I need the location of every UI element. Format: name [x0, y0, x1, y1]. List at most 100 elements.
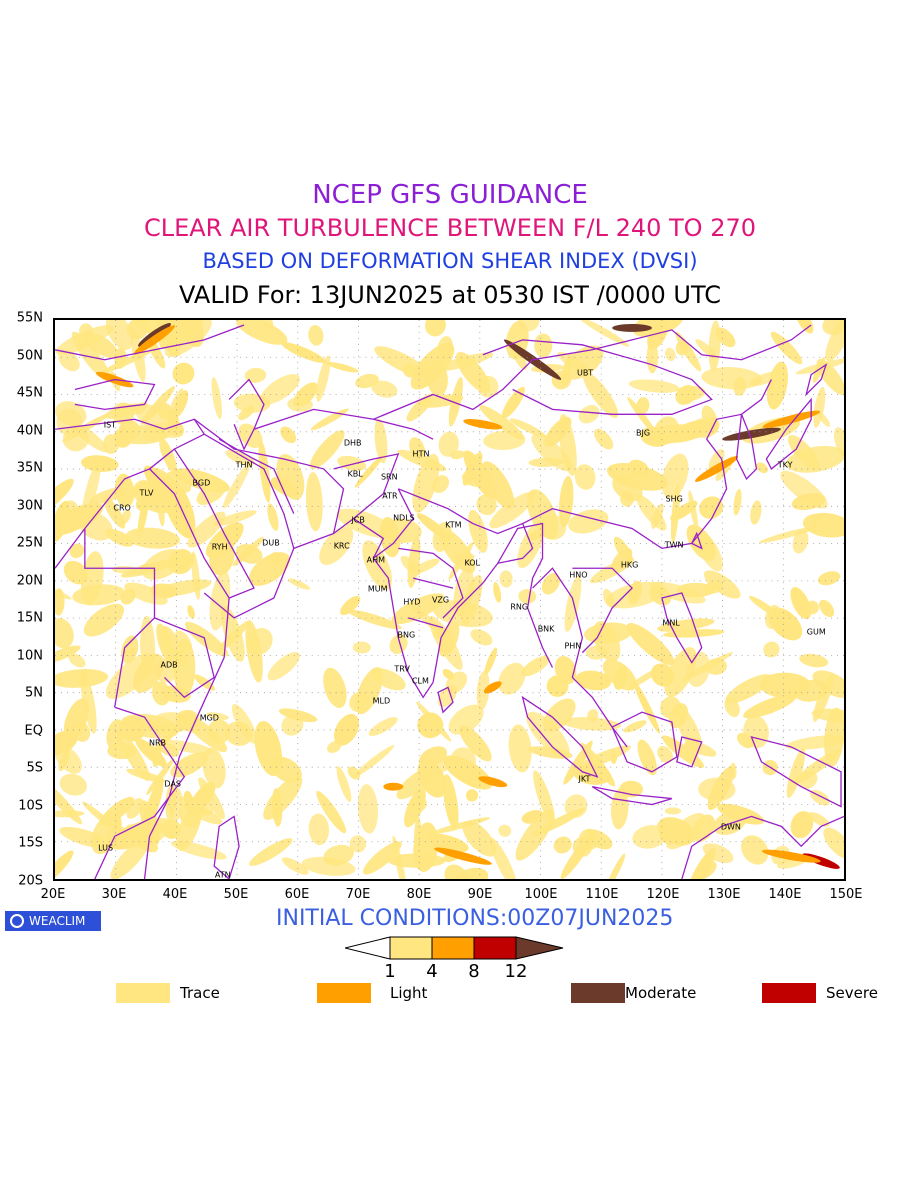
trace-turbulence-patch [213, 510, 257, 526]
trace-turbulence-patch [371, 380, 398, 398]
trace-turbulence-patch [352, 745, 395, 779]
trace-turbulence-patch [453, 567, 474, 616]
coastline-india-west [372, 557, 434, 699]
trace-turbulence-patch [430, 817, 491, 835]
trace-turbulence-patch [169, 421, 184, 438]
trace-turbulence-patch [484, 647, 498, 675]
trace-turbulence-patch [326, 361, 359, 373]
trace-turbulence-patch [352, 641, 371, 654]
trace-turbulence-patch [106, 719, 125, 750]
trace-turbulence-patch [55, 588, 65, 616]
lon-label: 140E [768, 887, 802, 902]
trace-turbulence-patch [526, 711, 570, 758]
trace-turbulence-patch [55, 669, 109, 688]
trace-turbulence-patch [58, 350, 80, 372]
trace-turbulence-patch [686, 524, 716, 562]
jet-turbulence-band [133, 325, 175, 355]
station-label-ist: IST [103, 420, 117, 430]
trace-turbulence-patch [799, 653, 829, 668]
trace-turbulence-patch [355, 373, 379, 389]
legend-label-light: Light [390, 984, 428, 1002]
jet-turbulence-band [695, 456, 739, 482]
station-label-dhb: DHB [343, 438, 362, 448]
trace-turbulence-patch [606, 853, 626, 879]
trace-turbulence-patch [187, 605, 195, 619]
trace-turbulence-patch [664, 807, 682, 815]
colorbar-tick-12: 12 [504, 961, 528, 982]
trace-turbulence-patch [165, 784, 177, 822]
trace-turbulence-patch [267, 651, 300, 681]
trace-turbulence-patch [83, 603, 125, 637]
trace-turbulence-patch [823, 827, 844, 859]
trace-turbulence-patch [468, 509, 488, 553]
trace-turbulence-patch [459, 725, 492, 762]
trace-turbulence-patch [790, 586, 812, 620]
trace-turbulence-patch [323, 667, 347, 709]
trace-turbulence-patch [72, 584, 126, 606]
station-label-das: DAS [164, 779, 182, 789]
trace-turbulence-patch [809, 513, 823, 529]
trace-turbulence-patch [465, 789, 479, 802]
trace-turbulence-patch [308, 325, 324, 346]
sri-lanka [437, 686, 454, 714]
trace-turbulence-patch [140, 386, 175, 425]
trace-turbulence-patch [68, 653, 86, 668]
trace-turbulence-patch [811, 708, 844, 723]
trace-turbulence-patch [249, 838, 293, 867]
trace-turbulence-patch [704, 580, 724, 594]
border-europe [55, 324, 245, 361]
java [591, 786, 673, 806]
trace-turbulence-patch [816, 358, 844, 395]
trace-turbulence-patch [606, 463, 668, 491]
station-label-lus: LUS [98, 843, 114, 853]
trace-turbulence-patch [125, 527, 180, 549]
trace-turbulence-patch [833, 427, 844, 459]
border-africa-3 [154, 617, 215, 699]
trace-turbulence-patch [222, 462, 251, 509]
madagascar [213, 815, 240, 879]
trace-turbulence-patch [161, 819, 182, 839]
sulawesi [676, 736, 703, 768]
station-label-phn: PHN [564, 641, 582, 651]
trace-turbulence-patch [578, 405, 600, 424]
trace-turbulence-patch [633, 680, 660, 734]
trace-turbulence-patch [389, 634, 408, 654]
trace-turbulence-patch [636, 494, 667, 531]
colorbar-light-segment [431, 936, 475, 960]
trace-turbulence-patch [627, 396, 658, 437]
trace-turbulence-patch [165, 471, 192, 493]
trace-turbulence-patch [455, 352, 491, 394]
trace-turbulence-patch [443, 774, 459, 830]
trace-turbulence-patch [58, 750, 70, 772]
coastline-india-east [432, 562, 499, 683]
trace-turbulence-patch [156, 623, 175, 665]
trace-turbulence-patch [531, 808, 586, 837]
lat-label: 15N [16, 610, 43, 626]
trace-turbulence-patch [162, 478, 196, 539]
trace-turbulence-patch [89, 487, 126, 505]
trace-turbulence-patch [124, 582, 168, 605]
trace-turbulence-patch [543, 698, 576, 732]
station-label-hkg: HKG [620, 560, 639, 570]
lon-label: 80E [406, 887, 432, 902]
trace-turbulence-patch [650, 581, 706, 604]
trace-turbulence-patch [379, 516, 401, 558]
lat-label: 10N [16, 648, 43, 664]
trace-turbulence-patch [438, 431, 459, 457]
lat-label: 20N [16, 573, 43, 589]
trace-turbulence-patch [416, 701, 452, 742]
trace-turbulence-patch [231, 703, 257, 744]
trace-turbulence-patch [55, 401, 87, 427]
coastline-turkey [55, 418, 205, 435]
trace-turbulence-patch [675, 340, 689, 356]
station-label-bgd: BGD [192, 478, 211, 488]
trace-turbulence-patch [442, 669, 455, 680]
trace-turbulence-patch [702, 843, 734, 864]
trace-turbulence-patch [407, 535, 421, 588]
station-label-ubt: UBT [576, 368, 594, 378]
trace-turbulence-patch [170, 752, 208, 778]
trace-turbulence-patch [81, 460, 101, 521]
trace-turbulence-patch [759, 526, 818, 543]
coastline-caspian [228, 378, 265, 451]
legend-label-severe: Severe [826, 984, 878, 1002]
